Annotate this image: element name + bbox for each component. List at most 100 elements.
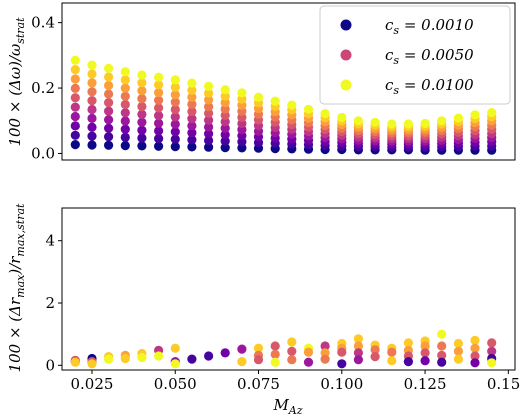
bottom-data-point <box>453 354 463 364</box>
top-data-point <box>70 55 80 65</box>
legend-frame <box>319 5 511 105</box>
top-data-point <box>87 96 97 106</box>
bottom-data-point <box>237 357 247 367</box>
legend: cs = 0.0010 cs = 0.0050 cs = 0.0100 <box>319 5 511 105</box>
top-data-point <box>87 104 97 115</box>
top-data-point <box>137 86 147 96</box>
bottom-data-point <box>187 354 197 364</box>
top-data-point <box>120 75 130 85</box>
legend-label-cs-0010: cs = 0.0010 <box>385 16 474 37</box>
top-data-point <box>154 72 164 82</box>
bottom-data-point <box>270 357 280 367</box>
bottom-x-ticks: 0.025 0.050 0.075 0.100 0.125 0.150 <box>71 370 520 393</box>
top-data-point <box>154 80 164 90</box>
top-data-point <box>387 119 397 129</box>
top-data-point <box>220 97 230 108</box>
top-data-point <box>170 142 180 152</box>
top-data-point <box>120 83 130 93</box>
x-tick-label: 0.050 <box>154 375 197 393</box>
top-data-point <box>70 65 80 75</box>
bottom-data-point <box>387 356 397 366</box>
bottom-data-point <box>170 359 180 369</box>
top-data-point <box>87 113 97 123</box>
top-data-point <box>120 141 130 151</box>
top-data-point <box>487 108 497 118</box>
bottom-y-tick-label: 4 <box>45 232 55 250</box>
bottom-data-point <box>403 357 413 367</box>
top-data-point <box>220 110 230 120</box>
bottom-data-point <box>104 354 114 364</box>
legend-marker-cs-0100 <box>340 79 352 91</box>
top-y-tick-label: 0.4 <box>31 14 55 32</box>
top-data-point <box>220 130 230 140</box>
bottom-y-tick-label: 2 <box>45 294 55 312</box>
top-data-point <box>104 98 114 108</box>
bottom-data-point <box>370 345 380 355</box>
bottom-scatter-points <box>70 329 497 369</box>
bottom-data-point <box>453 346 463 356</box>
top-data-point <box>170 75 180 85</box>
bottom-data-point <box>337 359 347 369</box>
top-data-point <box>420 118 430 128</box>
bottom-data-point <box>204 351 214 361</box>
top-data-point <box>204 108 214 118</box>
top-data-point <box>120 67 130 77</box>
top-data-point <box>104 89 114 99</box>
top-data-point <box>204 95 214 105</box>
top-data-point <box>70 102 80 112</box>
top-data-point <box>187 92 197 102</box>
top-data-point <box>303 104 314 114</box>
top-data-point <box>220 85 230 95</box>
bottom-data-point <box>353 348 363 358</box>
top-data-point <box>120 116 130 126</box>
bottom-y-ticks: 0 2 4 <box>45 232 62 374</box>
top-data-point <box>220 91 230 101</box>
top-data-point <box>120 132 130 142</box>
top-data-point <box>70 130 80 140</box>
x-tick-label: 0.125 <box>404 375 447 393</box>
top-data-point <box>87 87 97 97</box>
legend-label-cs-0050: cs = 0.0050 <box>385 46 474 67</box>
top-data-point <box>87 69 97 79</box>
top-data-point <box>170 112 180 122</box>
top-data-point <box>154 126 164 136</box>
top-data-point <box>353 116 363 126</box>
bottom-data-point <box>320 341 330 351</box>
bottom-data-point <box>287 355 297 365</box>
bottom-data-point <box>253 343 264 353</box>
top-data-point <box>220 123 230 133</box>
top-data-point <box>204 135 214 146</box>
top-data-point <box>120 91 130 101</box>
top-data-point <box>104 115 114 125</box>
bottom-data-point <box>437 350 447 360</box>
top-data-point <box>137 141 147 151</box>
bottom-data-point <box>303 347 314 357</box>
top-data-point <box>137 125 147 135</box>
bottom-data-point <box>253 355 264 365</box>
x-tick-label: 0.100 <box>320 375 363 393</box>
top-data-point <box>87 140 97 150</box>
top-data-point <box>87 131 97 141</box>
bottom-data-point <box>220 348 230 358</box>
top-data-point <box>270 96 280 106</box>
top-data-point <box>470 110 480 120</box>
top-data-point <box>320 109 330 119</box>
top-data-point <box>104 72 114 82</box>
top-data-point <box>253 92 264 102</box>
top-axes-frame <box>61 2 516 161</box>
top-data-point <box>87 78 97 88</box>
bottom-data-point <box>470 335 480 345</box>
top-data-point <box>70 83 80 93</box>
bottom-data-point <box>437 329 447 339</box>
top-data-point <box>137 70 147 80</box>
top-data-point <box>70 111 80 122</box>
top-data-point <box>370 117 380 127</box>
bottom-data-point <box>70 357 80 367</box>
x-tick-label: 0.150 <box>487 375 520 393</box>
top-data-point <box>70 121 80 131</box>
top-data-point <box>220 136 230 146</box>
top-data-point <box>220 104 230 114</box>
top-data-point <box>204 129 214 139</box>
bottom-data-point <box>453 338 463 349</box>
